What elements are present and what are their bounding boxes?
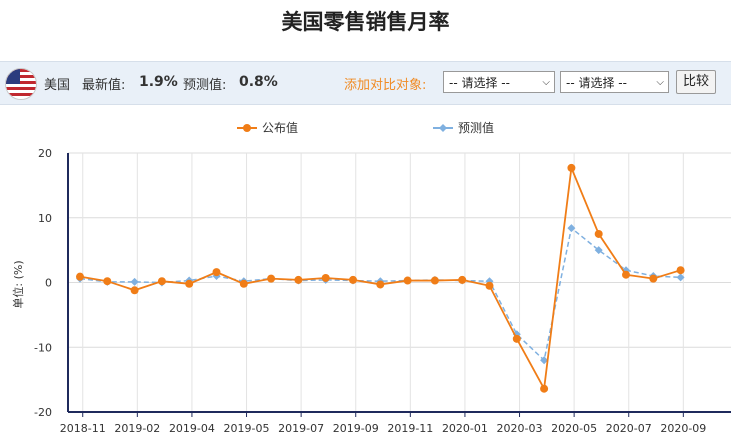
chevron-down-icon: ⌵ — [656, 77, 664, 88]
forecast-series — [76, 224, 685, 365]
forecast-point — [130, 277, 139, 286]
published-point — [185, 279, 194, 288]
x-tick-label: 2019-09 — [333, 422, 379, 435]
y-tick-label: -20 — [34, 406, 52, 419]
published-point — [540, 384, 549, 393]
published-point — [321, 273, 330, 282]
legend-label: 公布值 — [262, 120, 298, 135]
published-point — [430, 276, 439, 285]
country-name: 美国 — [44, 78, 71, 93]
chevron-down-icon: ⌵ — [542, 77, 550, 88]
latest-label: 最新值: — [82, 78, 126, 93]
published-point — [512, 334, 521, 343]
x-tick-label: 2019-07 — [278, 422, 324, 435]
x-tick-label: 2020-07 — [606, 422, 652, 435]
x-tick-label: 2019-11 — [387, 422, 433, 435]
published-point — [267, 274, 276, 283]
published-point — [676, 266, 685, 275]
published-point — [103, 277, 112, 286]
x-tick-label: 2020-05 — [551, 422, 597, 435]
published-point — [239, 279, 248, 288]
compare-select-2[interactable]: -- 请选择 -- ⌵ — [560, 71, 669, 93]
compare-select-2-value: -- 请选择 -- — [566, 76, 627, 90]
published-point — [376, 280, 385, 289]
forecast-value: 0.8% — [239, 74, 278, 90]
compare-label: 添加对比对象: — [344, 78, 427, 93]
x-tick-label: 2018-11 — [60, 422, 106, 435]
published-point — [485, 281, 494, 290]
published-point — [294, 275, 303, 284]
x-tick-label: 2019-05 — [224, 422, 270, 435]
forecast-point — [567, 224, 576, 233]
page-title: 美国零售销售月率 — [281, 10, 450, 34]
published-point — [403, 276, 412, 285]
published-point — [649, 274, 658, 283]
legend-marker — [243, 124, 251, 132]
forecast-point — [676, 273, 685, 282]
published-point — [130, 286, 139, 295]
forecast-point — [594, 246, 603, 255]
y-axis-title: 单位: (%) — [11, 260, 25, 308]
us-flag-icon — [5, 68, 37, 100]
y-tick-label: 0 — [45, 277, 52, 290]
forecast-line — [79, 226, 681, 362]
published-point — [349, 275, 357, 284]
x-tick-label: 2020-09 — [660, 422, 706, 435]
published-point — [76, 272, 84, 281]
published-point — [212, 268, 221, 277]
x-tick-label: 2019-04 — [169, 422, 215, 435]
chart-legend: 公布值 预测值 — [237, 120, 494, 135]
x-tick-label: 2019-02 — [114, 422, 160, 435]
chart-axes: -20 -10 0 10 20 2018-11 2019-02 2019-04 2019-05 2… — [11, 147, 731, 435]
us-flag-graphic — [6, 69, 36, 99]
published-point — [622, 270, 630, 279]
compare-select-1-value: -- 请选择 -- — [449, 76, 510, 90]
x-tick-label: 2020-03 — [497, 422, 543, 435]
legend-label: 预测值 — [458, 120, 494, 135]
published-point — [594, 229, 603, 238]
published-series — [76, 163, 685, 393]
x-tick-label: 2020-01 — [442, 422, 488, 435]
compare-button[interactable]: 比较 — [676, 70, 716, 94]
info-bar: 美国 最新值: 1.9% 预测值: 0.8% 添加对比对象: -- 请选择 --… — [0, 61, 731, 105]
y-tick-label: -10 — [34, 341, 52, 354]
forecast-point — [540, 356, 549, 365]
legend-marker — [439, 124, 447, 132]
forecast-label: 预测值: — [183, 78, 227, 93]
published-point — [458, 275, 467, 284]
y-tick-label: 10 — [38, 212, 52, 225]
compare-select-1[interactable]: -- 请选择 -- ⌵ — [443, 71, 555, 93]
y-tick-label: 20 — [38, 147, 52, 160]
published-point — [157, 277, 166, 286]
published-point — [567, 163, 576, 172]
latest-value: 1.9% — [139, 74, 178, 90]
